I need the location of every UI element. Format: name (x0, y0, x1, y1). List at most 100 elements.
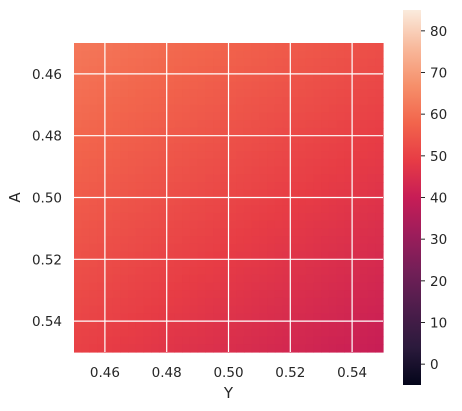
heatmap-cell (182, 73, 191, 83)
heatmap-cell (328, 151, 338, 160)
heatmap-cell (267, 89, 276, 98)
heatmap-cell (112, 43, 121, 52)
heatmap-cell (282, 127, 291, 137)
heatmap-cell (220, 97, 230, 106)
heatmap-cell (81, 189, 91, 199)
heatmap-cell (112, 321, 121, 330)
heatmap-cell (143, 182, 152, 191)
heatmap-cell (328, 297, 338, 307)
heatmap-cell (182, 43, 191, 52)
heatmap-cell (151, 112, 160, 121)
heatmap-cell (259, 158, 268, 168)
heatmap-cell (97, 321, 106, 330)
heatmap-cell (97, 228, 106, 237)
heatmap-cell (336, 274, 345, 284)
heatmap-cell (251, 81, 260, 90)
heatmap-cell (143, 58, 152, 67)
heatmap-cell (259, 305, 268, 314)
heatmap-cell (359, 274, 369, 284)
heatmap-cell (352, 297, 361, 307)
heatmap-cell (243, 344, 253, 353)
heatmap-cell (367, 166, 376, 175)
heatmap-cell (197, 259, 206, 268)
heatmap-cell (189, 120, 199, 129)
heatmap-cell (243, 228, 253, 237)
heatmap-cell (228, 112, 237, 121)
heatmap-cell (251, 212, 260, 222)
heatmap-cell (81, 143, 91, 152)
heatmap-cell (74, 243, 83, 253)
heatmap-cell (174, 73, 183, 83)
heatmap-cell (205, 274, 214, 284)
heatmap-cell (359, 189, 369, 199)
heatmap-cell (313, 267, 322, 276)
heatmap-cell (151, 344, 160, 353)
heatmap-cell (359, 336, 369, 345)
heatmap-cell (174, 89, 183, 98)
heatmap-cell (344, 81, 353, 90)
heatmap-cell (321, 151, 330, 160)
heatmap-cell (267, 328, 276, 338)
heatmap-cell (158, 97, 168, 106)
heatmap-cell (313, 143, 322, 152)
heatmap-cell (74, 135, 83, 145)
heatmap-cell (189, 97, 199, 106)
heatmap-cell (174, 251, 183, 260)
heatmap-cell (128, 104, 137, 114)
heatmap-cell (135, 73, 145, 83)
heatmap-cell (97, 297, 106, 307)
heatmap-cell (282, 267, 291, 276)
heatmap-cell (259, 89, 268, 98)
y-tick-label: 0.50 (32, 191, 62, 207)
heatmap-cell (298, 274, 307, 284)
heatmap-cell (251, 297, 260, 307)
heatmap-cell (359, 120, 369, 129)
heatmap-cell (112, 305, 121, 314)
heatmap-cell (367, 251, 376, 260)
heatmap-cell (151, 305, 160, 314)
heatmap-cell (205, 297, 214, 307)
heatmap-cell (313, 81, 322, 90)
heatmap-cell (166, 212, 176, 222)
heatmap-cell (89, 290, 98, 299)
heatmap-cell (213, 174, 222, 183)
heatmap-cell (282, 274, 291, 284)
heatmap-cell (158, 336, 168, 345)
heatmap-cell (97, 251, 106, 260)
heatmap-cell (259, 135, 268, 145)
heatmap-cell (321, 274, 330, 284)
heatmap-cell (336, 251, 345, 260)
heatmap-cell (367, 336, 376, 345)
heatmap-cell (359, 228, 369, 237)
heatmap-cell (228, 81, 237, 90)
heatmap-cell (112, 58, 121, 67)
heatmap-cell (128, 344, 137, 353)
heatmap-cell (267, 81, 276, 90)
heatmap-cell (213, 205, 222, 214)
heatmap-cell (174, 112, 183, 121)
heatmap-cell (128, 328, 137, 338)
heatmap-cell (120, 166, 129, 175)
heatmap-cell (220, 81, 230, 90)
heatmap-cell (135, 197, 145, 206)
heatmap-cell (89, 89, 98, 98)
heatmap-cell (251, 104, 260, 114)
heatmap-cell (236, 127, 245, 137)
heatmap-cell (166, 127, 176, 137)
heatmap-cell (328, 205, 338, 214)
heatmap-cell (375, 228, 384, 237)
heatmap-cell (97, 259, 106, 268)
heatmap-cell (274, 104, 284, 114)
heatmap-cell (328, 143, 338, 152)
heatmap-cell (274, 73, 284, 83)
heatmap-cell (336, 189, 345, 199)
heatmap-cell (259, 73, 268, 83)
heatmap-cell (97, 182, 106, 191)
heatmap-cell (104, 43, 114, 52)
heatmap-cell (128, 81, 137, 90)
heatmap-cell (158, 143, 168, 152)
heatmap-cell (128, 89, 137, 98)
heatmap-cell (259, 290, 268, 299)
heatmap-cell (220, 259, 230, 268)
heatmap-cell (74, 297, 83, 307)
